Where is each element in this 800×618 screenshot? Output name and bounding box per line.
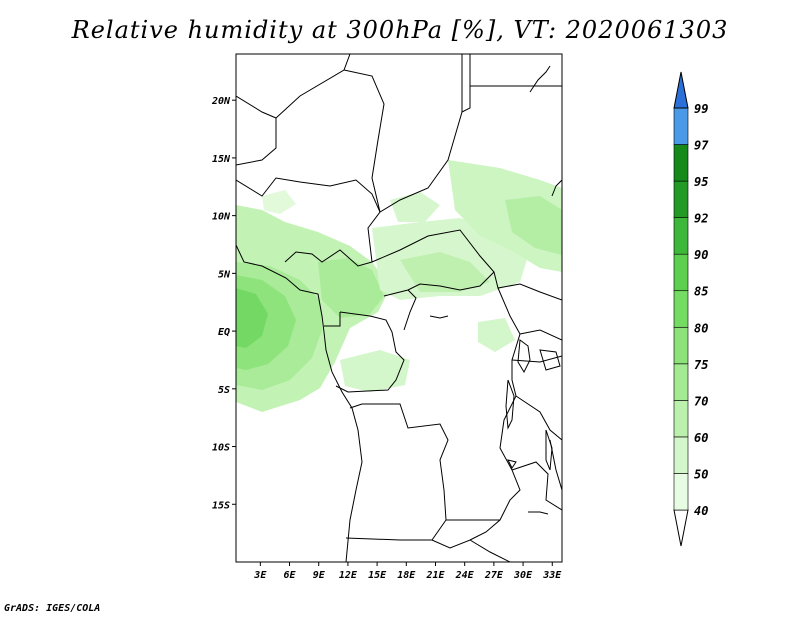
humidity-area-west-dark xyxy=(236,288,268,348)
colorbar: 40 50 60 70 75 80 85 90 92 95 97 99 xyxy=(673,71,709,547)
lon-tick-label: 6E xyxy=(283,570,296,581)
humidity-patch-north-small xyxy=(262,190,296,214)
lon-tick-label: 3E xyxy=(253,570,267,581)
humidity-area-central-inner xyxy=(400,252,490,292)
colorbar-band xyxy=(673,144,689,182)
colorbar-band xyxy=(673,473,689,511)
border-18 xyxy=(515,395,562,441)
lake-2 xyxy=(539,349,561,371)
humidity-field xyxy=(236,160,562,412)
lat-tick-label: 10S xyxy=(212,443,230,454)
border-15 xyxy=(469,287,521,541)
border-11 xyxy=(403,289,417,331)
lat-tick-label: 5N xyxy=(218,269,231,280)
colorbar-label: 70 xyxy=(694,394,708,408)
lake-5 xyxy=(429,315,449,319)
lon-tick-label: 24E xyxy=(455,570,475,581)
lat-tick-label: 15S xyxy=(212,500,230,511)
lat-tick-label: EQ xyxy=(218,327,230,338)
humidity-patch-north xyxy=(390,192,440,222)
lake-4 xyxy=(545,429,553,471)
humidity-area-cameroon xyxy=(318,258,384,318)
borders xyxy=(236,54,562,562)
lon-tick-label: 9E xyxy=(313,570,326,581)
colorbar-label: 92 xyxy=(694,212,708,226)
colorbar-band xyxy=(673,400,689,438)
border-21 xyxy=(511,461,562,511)
lake-3 xyxy=(505,379,515,430)
colorbar-label: 85 xyxy=(694,285,708,299)
lon-tick-label: 15E xyxy=(368,570,387,581)
lon-tick-label: 33E xyxy=(542,570,562,581)
colorbar-lower-triangle xyxy=(673,509,689,547)
colorbar-band xyxy=(673,253,689,292)
colorbar-label: 95 xyxy=(694,175,708,189)
lon-tick-label: 18E xyxy=(397,570,416,581)
lon-tick-label: 12E xyxy=(339,570,358,581)
colorbar-band xyxy=(673,290,689,328)
humidity-area-east-inner xyxy=(505,196,562,255)
border-13 xyxy=(349,403,449,541)
border-4 xyxy=(275,54,351,119)
lon-tick-label: 27E xyxy=(484,570,504,581)
lat-tick-label: 15N xyxy=(212,154,231,165)
lake-6 xyxy=(507,459,517,469)
border-3 xyxy=(236,95,277,166)
colorbar-band xyxy=(673,180,689,218)
lat-tick-label: 20N xyxy=(211,96,231,107)
border-5 xyxy=(343,69,385,213)
colorbar-band xyxy=(673,326,689,365)
colorbar-label: 80 xyxy=(694,321,708,335)
border-10 xyxy=(335,311,405,393)
latitude-axis: 20N 15N 10N 5N EQ 5S 10S 15S xyxy=(211,96,236,511)
border-6 xyxy=(461,54,471,113)
colorbar-band xyxy=(673,107,689,145)
colorbar-label: 97 xyxy=(694,139,709,153)
map-frame xyxy=(235,53,563,563)
colorbar-upper-triangle xyxy=(673,71,689,109)
border-12 xyxy=(324,312,341,327)
colorbar-label: 90 xyxy=(694,248,708,262)
lake-1 xyxy=(517,339,531,374)
border-8 xyxy=(371,229,562,301)
lat-tick-label: 10N xyxy=(212,212,231,223)
colorbar-label: 40 xyxy=(694,504,708,518)
lat-tick-label: 5S xyxy=(218,385,230,396)
colorbar-band xyxy=(673,363,689,401)
colorbar-label: 99 xyxy=(694,102,708,116)
coastline-west xyxy=(236,244,363,562)
coast-east xyxy=(551,179,562,197)
colorbar-band xyxy=(673,217,689,255)
border-17 xyxy=(511,355,562,363)
humidity-patch-south xyxy=(340,350,410,392)
lon-tick-label: 21E xyxy=(425,570,445,581)
colorbar-band xyxy=(673,436,689,474)
border-14 xyxy=(345,537,511,562)
border-1 xyxy=(236,177,381,267)
colorbar-label: 60 xyxy=(694,431,708,445)
humidity-patch-rift xyxy=(478,318,515,352)
longitude-axis: 3E 6E 9E 12E 15E 18E 21E 24E 27E 30E 33E xyxy=(253,562,562,581)
border-16 xyxy=(519,329,562,341)
grads-credit: GrADS: IGES/COLA xyxy=(4,603,101,614)
border-2 xyxy=(379,54,463,213)
map-title: Relative humidity at 300hPa [%], VT: 202… xyxy=(71,16,729,44)
colorbar-label: 75 xyxy=(694,358,708,372)
lon-tick-label: 30E xyxy=(513,570,533,581)
colorbar-label: 50 xyxy=(694,467,708,481)
lake-7 xyxy=(528,511,549,515)
coast-northeast xyxy=(529,65,551,93)
